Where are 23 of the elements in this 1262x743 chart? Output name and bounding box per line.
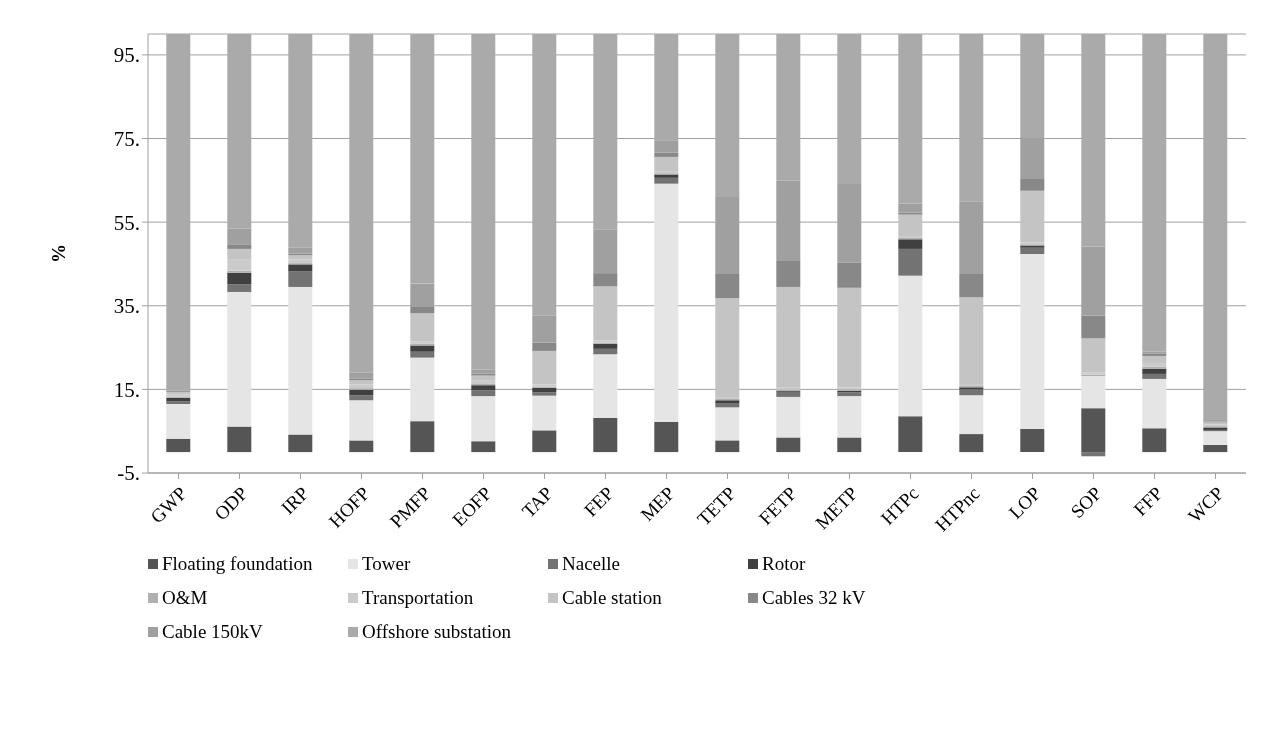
y-tick-label: 95. — [113, 43, 140, 68]
y-tick-label: 55. — [113, 210, 140, 235]
y-tick-label: 75. — [113, 126, 140, 151]
legend-label: Transportation — [362, 587, 474, 609]
y-tick-label: 35. — [113, 294, 140, 319]
legend-label: Floating foundation — [162, 553, 313, 575]
legend-label: Offshore substation — [362, 621, 511, 643]
legend-label: Rotor — [762, 553, 806, 575]
x-tick-label: FFP — [1129, 482, 1167, 520]
legend-label: Cable 150kV — [162, 621, 263, 643]
legend-label: Tower — [362, 553, 411, 575]
x-tick-label: TAP — [517, 482, 557, 522]
y-tick-label: -5. — [117, 461, 140, 486]
x-tick-label: ODP — [210, 482, 252, 525]
legend-label: Nacelle — [562, 553, 621, 575]
y-axis-title: % — [47, 244, 69, 263]
legend-label: Cables 32 kV — [762, 587, 866, 609]
legend-label: Cable station — [562, 587, 662, 609]
x-tick-label: FEP — [579, 482, 618, 521]
y-tick-label: 15. — [113, 377, 140, 402]
x-tick-label: SOP — [1066, 482, 1106, 523]
x-tick-label: IRP — [277, 482, 313, 519]
legend-label: O&M — [162, 587, 208, 609]
